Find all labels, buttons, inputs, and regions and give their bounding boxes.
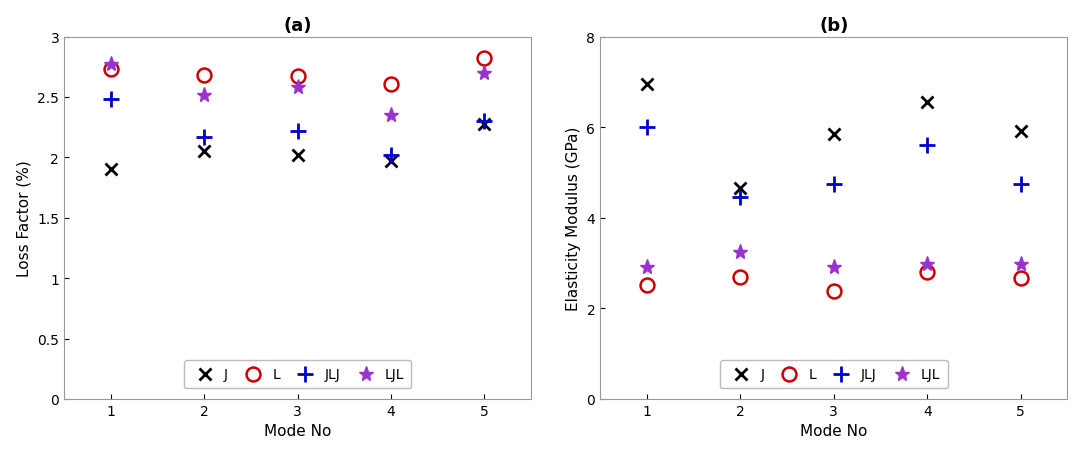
L bbox=[292, 75, 305, 80]
J bbox=[385, 159, 398, 164]
J bbox=[104, 167, 117, 173]
JLJ bbox=[920, 143, 933, 149]
J bbox=[1015, 129, 1028, 134]
JLJ bbox=[641, 125, 654, 131]
LJL bbox=[827, 264, 840, 270]
J bbox=[478, 121, 491, 127]
L bbox=[478, 56, 491, 62]
L bbox=[197, 73, 210, 79]
LJL bbox=[734, 249, 747, 255]
Line: JLJ: JLJ bbox=[640, 120, 1029, 206]
L bbox=[641, 283, 654, 288]
JLJ bbox=[827, 182, 840, 187]
Title: (a): (a) bbox=[283, 17, 312, 35]
J bbox=[641, 82, 654, 88]
Legend: J, L, JLJ, LJL: J, L, JLJ, LJL bbox=[720, 361, 947, 389]
Line: L: L bbox=[104, 52, 491, 91]
Legend: J, L, JLJ, LJL: J, L, JLJ, LJL bbox=[184, 361, 412, 389]
L bbox=[385, 82, 398, 87]
LJL bbox=[478, 71, 491, 76]
X-axis label: Mode No: Mode No bbox=[800, 424, 867, 438]
L bbox=[827, 289, 840, 294]
Line: L: L bbox=[640, 266, 1028, 298]
JLJ bbox=[104, 97, 117, 103]
J bbox=[827, 132, 840, 137]
L bbox=[920, 270, 933, 275]
JLJ bbox=[385, 153, 398, 158]
JLJ bbox=[734, 195, 747, 201]
Line: LJL: LJL bbox=[103, 58, 492, 123]
LJL bbox=[104, 62, 117, 68]
Y-axis label: Loss Factor (%): Loss Factor (%) bbox=[16, 160, 31, 277]
Title: (b): (b) bbox=[820, 17, 849, 35]
LJL bbox=[920, 262, 933, 267]
LJL bbox=[1015, 262, 1028, 267]
Line: LJL: LJL bbox=[640, 244, 1029, 275]
Line: J: J bbox=[104, 118, 491, 177]
X-axis label: Mode No: Mode No bbox=[264, 424, 332, 438]
JLJ bbox=[1015, 182, 1028, 187]
LJL bbox=[292, 86, 305, 91]
Line: J: J bbox=[641, 79, 1027, 195]
JLJ bbox=[197, 135, 210, 140]
L bbox=[1015, 275, 1028, 281]
LJL bbox=[197, 93, 210, 98]
J bbox=[292, 153, 305, 158]
J bbox=[920, 100, 933, 106]
J bbox=[197, 149, 210, 155]
JLJ bbox=[292, 129, 305, 134]
JLJ bbox=[478, 119, 491, 125]
J bbox=[734, 186, 747, 192]
L bbox=[734, 274, 747, 280]
Line: JLJ: JLJ bbox=[103, 92, 492, 163]
Y-axis label: Elasticity Modulus (GPa): Elasticity Modulus (GPa) bbox=[566, 126, 581, 310]
LJL bbox=[385, 113, 398, 119]
L bbox=[104, 67, 117, 73]
LJL bbox=[641, 264, 654, 270]
